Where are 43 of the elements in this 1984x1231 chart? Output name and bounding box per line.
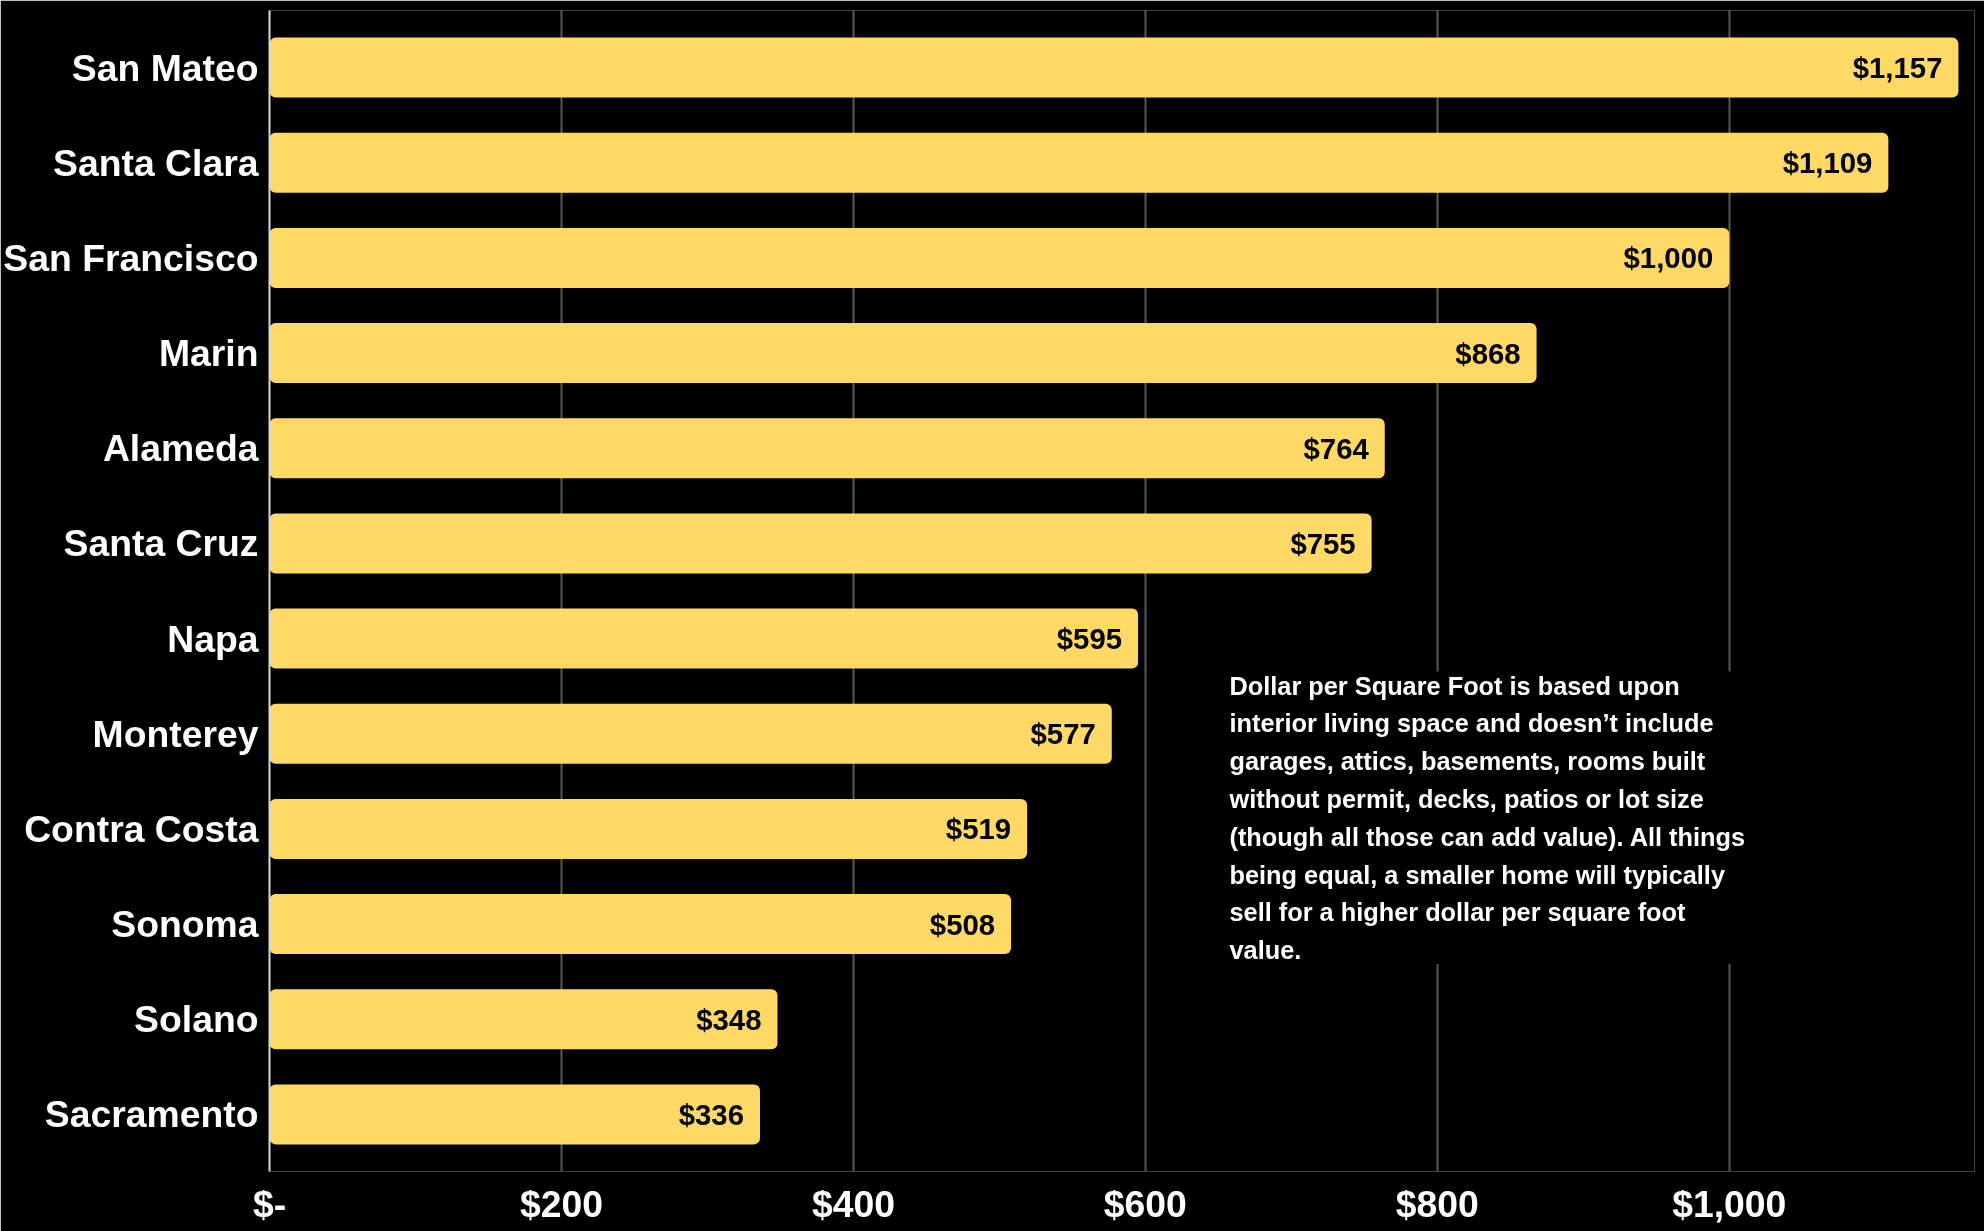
data-label: $755 bbox=[1290, 526, 1356, 560]
data-label: $519 bbox=[945, 812, 1012, 846]
data-label: $577 bbox=[1030, 717, 1096, 751]
data-label: $336 bbox=[678, 1097, 744, 1131]
y-tick-label: Contra Costa bbox=[24, 807, 259, 850]
data-label: $764 bbox=[1303, 431, 1370, 465]
x-tick-label: $400 bbox=[811, 1182, 895, 1225]
data-label: $595 bbox=[1056, 622, 1123, 656]
y-tick-label: Monterey bbox=[92, 712, 259, 755]
bar bbox=[269, 894, 1012, 955]
y-tick-label: Santa Cruz bbox=[63, 522, 259, 565]
x-tick-label: $600 bbox=[1103, 1182, 1187, 1225]
x-tick-label: $200 bbox=[519, 1182, 603, 1225]
bar bbox=[269, 608, 1139, 669]
y-tick-label: San Francisco bbox=[3, 236, 259, 279]
data-label: $508 bbox=[929, 907, 996, 941]
bar bbox=[269, 989, 778, 1050]
bar bbox=[269, 1084, 760, 1145]
bar bbox=[269, 703, 1112, 764]
data-label: $348 bbox=[696, 1002, 762, 1036]
x-tick-label: $- bbox=[252, 1182, 287, 1225]
y-tick-label: San Mateo bbox=[71, 46, 259, 89]
bar bbox=[269, 132, 1889, 193]
data-label: $1,109 bbox=[1782, 146, 1873, 180]
bar bbox=[269, 227, 1730, 288]
y-tick-label: Sonoma bbox=[111, 903, 259, 946]
y-tick-label: Santa Clara bbox=[53, 141, 259, 184]
x-tick-label: $800 bbox=[1395, 1182, 1479, 1225]
x-tick-label: $1,000 bbox=[1672, 1182, 1787, 1225]
y-tick-label: Sacramento bbox=[44, 1093, 259, 1136]
y-tick-label: Napa bbox=[167, 617, 259, 660]
data-label: $868 bbox=[1455, 336, 1521, 370]
bar bbox=[269, 513, 1372, 574]
bar bbox=[269, 37, 1959, 98]
y-tick-label: Alameda bbox=[102, 427, 259, 470]
y-tick-label: Marin bbox=[158, 332, 259, 375]
bar bbox=[269, 323, 1537, 384]
data-label: $1,157 bbox=[1852, 51, 1943, 85]
y-tick-label: Solano bbox=[134, 998, 259, 1041]
data-label: $1,000 bbox=[1623, 241, 1714, 275]
annotation: Dollar per Square Foot is based upon interior living space and doesn’t include garages, attics, basements, rooms built without permit, decks, patios or lot size (though all those can add value). All things being equal, a smaller home will typically sell for a higher dollar per square foot value. bbox=[1228, 671, 1746, 965]
bar bbox=[269, 798, 1028, 859]
bar bbox=[269, 418, 1385, 479]
